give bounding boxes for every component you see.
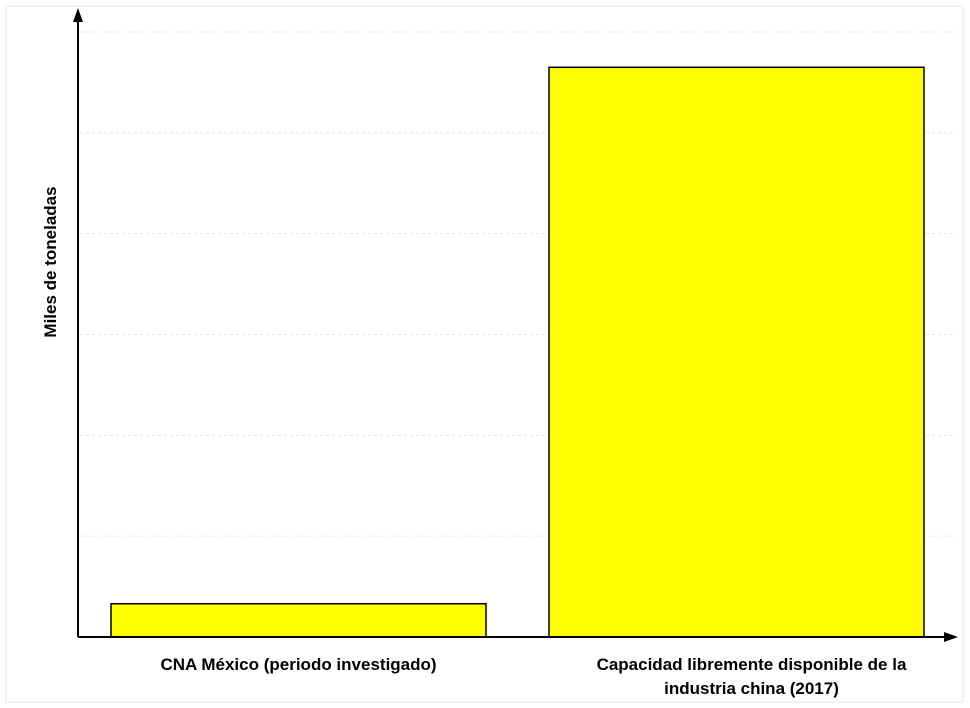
gridlines — [80, 31, 956, 537]
x-category-labels: CNA México (periodo investigado) Capacida… — [160, 655, 907, 698]
x-axis-arrow — [944, 632, 958, 642]
axes — [73, 8, 958, 642]
y-axis-label: Miles de toneladas — [41, 186, 60, 337]
x-tick-label-1: CNA México (periodo investigado) — [160, 655, 436, 674]
x-tick-label-line: industria china (2017) — [664, 679, 839, 698]
y-axis-arrow — [73, 8, 83, 22]
bar-1 — [110, 602, 487, 638]
x-tick-label-2: Capacidad libremente disponible de la ind… — [597, 655, 907, 698]
bar-2 — [548, 66, 925, 638]
x-tick-label-line: CNA México (periodo investigado) — [160, 655, 436, 674]
x-tick-label-line: Capacidad libremente disponible de la — [597, 655, 907, 674]
